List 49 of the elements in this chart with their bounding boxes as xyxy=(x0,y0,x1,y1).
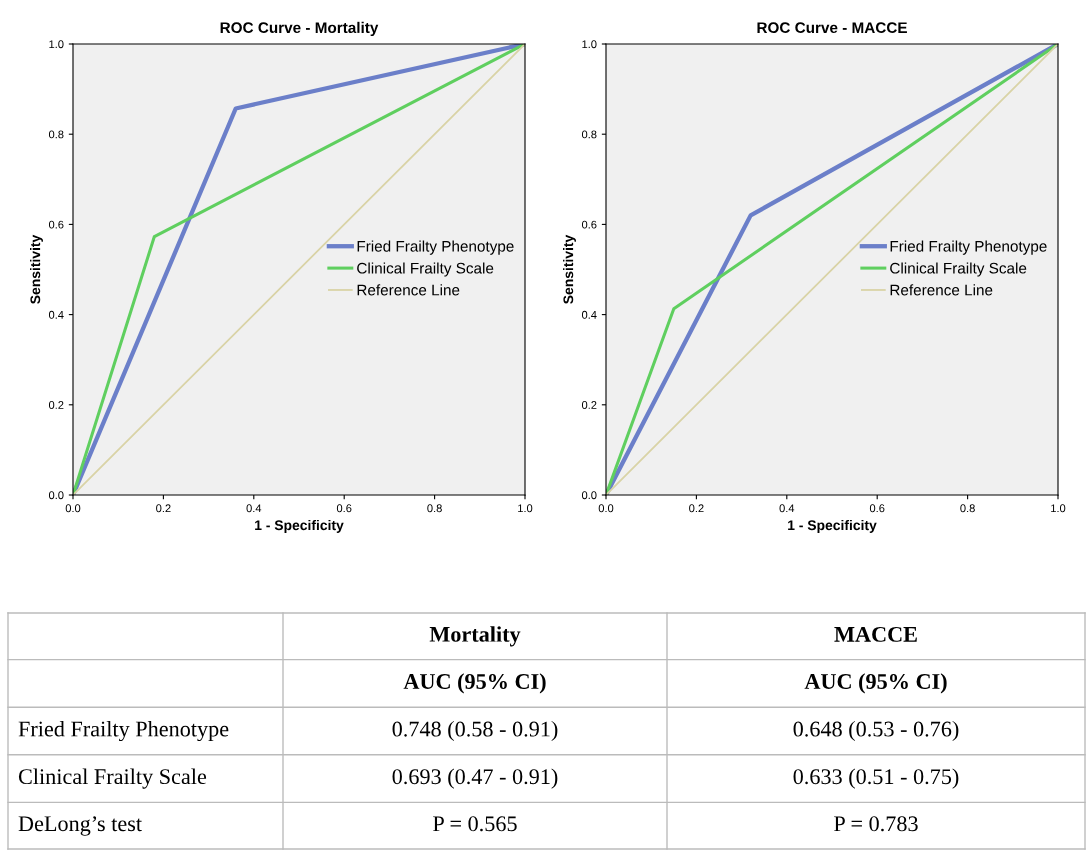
text: 0.693 (0.47 - 0.91) xyxy=(392,768,558,789)
y-tick-label: 0.8 xyxy=(48,130,64,139)
text: Mortality xyxy=(429,626,521,647)
y-tick-label: 0.0 xyxy=(581,491,597,500)
legend-label: Clinical Frailty Scale xyxy=(890,262,1027,277)
y-tick-label: 0.2 xyxy=(581,401,597,409)
x-tick-label: 0.2 xyxy=(689,504,704,513)
x-tick-label: 0.0 xyxy=(598,504,614,513)
text: DeLong’s test xyxy=(18,816,142,836)
x-axis-title: 1 - Specificity xyxy=(788,519,877,533)
text: AUC (95% CI) xyxy=(804,673,947,694)
legend-label: Reference Line xyxy=(890,284,993,296)
y-tick-label: 0.8 xyxy=(581,130,597,139)
text: P = 0.783 xyxy=(834,816,918,832)
y-tick-label: 0.0 xyxy=(48,491,64,500)
legend-label: Reference Line xyxy=(357,284,460,296)
legend-label: Fried Frailty Phenotype xyxy=(357,240,514,255)
text: MACCE xyxy=(834,626,917,642)
x-tick-label: 0.8 xyxy=(427,504,442,513)
x-tick-label: 0.4 xyxy=(246,504,262,513)
text: P = 0.565 xyxy=(433,816,517,832)
y-axis-title: Sensitivity xyxy=(563,234,576,304)
chart-title: ROC Curve - Mortality xyxy=(220,21,379,37)
y-axis-title: Sensitivity xyxy=(30,234,43,304)
x-tick-label: 0.2 xyxy=(156,504,171,513)
x-tick-label: 0.6 xyxy=(336,504,352,513)
y-tick-label: 0.4 xyxy=(48,310,64,319)
x-tick-label: 0.6 xyxy=(869,504,885,513)
x-tick-label: 0.4 xyxy=(779,504,795,513)
text: AUC (95% CI) xyxy=(403,673,546,694)
x-tick-label: 1.0 xyxy=(1051,504,1066,513)
y-tick-label: 0.2 xyxy=(48,401,64,409)
x-tick-label: 0.0 xyxy=(65,504,81,513)
text: Clinical Frailty Scale xyxy=(18,768,207,789)
y-tick-label: 0.6 xyxy=(581,220,597,229)
x-tick-label: 0.8 xyxy=(960,504,975,513)
x-tick-label: 1.0 xyxy=(518,504,533,513)
y-tick-label: 0.6 xyxy=(48,220,64,229)
y-tick-label: 1.0 xyxy=(49,40,64,49)
text: 0.633 (0.51 - 0.75) xyxy=(793,768,959,789)
y-tick-label: 1.0 xyxy=(582,40,597,49)
legend-label: Clinical Frailty Scale xyxy=(357,262,494,277)
y-tick-label: 0.4 xyxy=(581,310,597,319)
text: 0.648 (0.53 - 0.76) xyxy=(793,720,959,742)
x-axis-title: 1 - Specificity xyxy=(255,519,344,533)
chart-title: ROC Curve - MACCE xyxy=(757,22,907,34)
legend-label: Fried Frailty Phenotype xyxy=(890,240,1047,255)
text: 0.748 (0.58 - 0.91) xyxy=(392,720,558,742)
text: Fried Frailty Phenotype xyxy=(18,720,229,742)
